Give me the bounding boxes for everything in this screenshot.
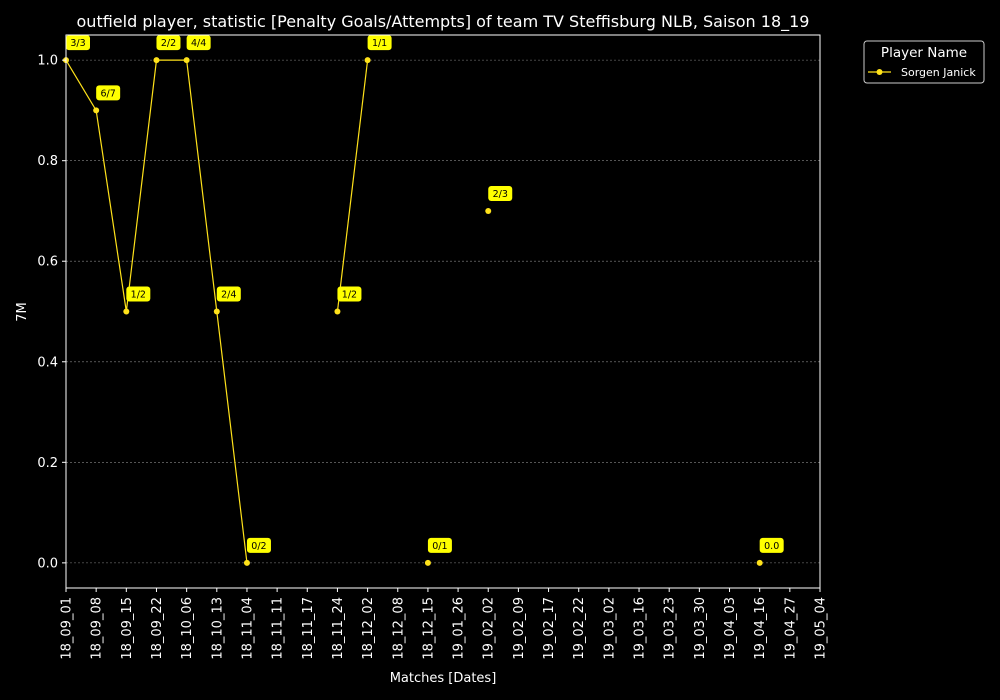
y-tick-label: 0.4 [37, 355, 58, 370]
data-label-box [759, 537, 784, 553]
data-label-box [246, 537, 271, 553]
x-tick-label: 19_03_02 [602, 597, 617, 660]
data-label: 0/2 [246, 537, 271, 553]
y-axis-label: 7M [15, 302, 30, 322]
x-tick-label: 18_12_08 [391, 597, 406, 660]
data-label-text: 6/7 [101, 88, 116, 99]
x-tick-label: 18_11_24 [331, 597, 346, 660]
x-tick-label: 18_09_01 [60, 597, 75, 660]
data-label-box [337, 286, 362, 302]
data-label-text: 0/2 [251, 541, 266, 552]
data-label: 3/3 [66, 35, 90, 51]
data-point [364, 57, 371, 64]
series-line [336, 60, 369, 312]
data-label: 0/1 [427, 537, 452, 553]
data-point [334, 308, 341, 315]
data-label-text: 0/1 [432, 541, 447, 552]
x-tick-label: 18_10_06 [180, 597, 195, 660]
data-label: 2/3 [488, 185, 513, 201]
legend-entry-label: Sorgen Janick [901, 66, 976, 79]
data-labels: 3/3 6/7 1/2 2/2 4/4 2/4 0/2 1/2 1/1 0/1 2/3 0.0 [66, 35, 784, 553]
data-label-text: 0.0 [764, 541, 779, 552]
data-point [756, 559, 763, 566]
x-tick-label: 19_05_04 [814, 597, 829, 660]
data-label-box [427, 537, 452, 553]
x-tick-label: 18_12_15 [421, 597, 436, 660]
data-label-box [488, 185, 513, 201]
legend-marker-swatch [876, 69, 883, 75]
x-tick-label: 18_09_15 [120, 597, 135, 660]
data-label: 2/4 [216, 286, 241, 302]
data-label: 2/2 [156, 35, 181, 51]
data-label: 4/4 [186, 35, 211, 51]
x-tick-label: 19_02_17 [542, 597, 557, 660]
legend-title: Player Name [881, 45, 967, 61]
data-label-text: 2/3 [493, 189, 508, 200]
x-tick-label: 19_01_26 [452, 597, 467, 660]
data-label-box [367, 35, 392, 51]
data-point [123, 308, 130, 315]
x-axis: 18_09_01 18_09_08 18_09_15 18_09_22 18_10_06… [60, 588, 829, 660]
x-tick-label: 18_12_02 [361, 597, 376, 660]
grid [66, 59, 820, 564]
x-tick-label: 19_03_30 [693, 597, 708, 660]
x-tick-label: 18_09_08 [90, 597, 105, 660]
x-tick-label: 18_11_11 [271, 597, 286, 660]
data-label-text: 1/1 [372, 38, 387, 49]
y-axis: 0.0 0.2 0.4 0.6 0.8 1.0 [37, 54, 66, 571]
data-label-box [156, 35, 181, 51]
data-point [485, 207, 492, 214]
x-tick-label: 19_02_22 [572, 597, 587, 660]
data-label: 1/1 [367, 35, 392, 51]
data-label-box [96, 85, 121, 101]
data-point [93, 107, 100, 114]
data-label-text: 1/2 [342, 290, 357, 301]
data-point [183, 57, 190, 64]
y-tick-label: 0.6 [37, 255, 58, 270]
series-line [65, 59, 248, 563]
x-tick-label: 18_11_04 [240, 597, 255, 660]
data-label: 6/7 [96, 85, 121, 101]
data-label-text: 3/3 [70, 38, 85, 49]
legend-box [863, 40, 985, 84]
x-axis-label: Matches [Dates] [390, 671, 497, 686]
data-label-box [66, 35, 90, 51]
x-tick-label: 18_11_17 [301, 597, 316, 660]
x-tick-label: 19_04_27 [783, 597, 798, 660]
data-label-text: 1/2 [131, 290, 146, 301]
legend: Player Name Sorgen Janick [863, 40, 985, 84]
data-label-box [216, 286, 241, 302]
y-tick-label: 0.2 [37, 456, 58, 471]
data-label-box [186, 35, 211, 51]
x-tick-label: 19_04_03 [723, 597, 738, 660]
data-label-text: 2/4 [221, 290, 236, 301]
y-tick-label: 1.0 [37, 54, 58, 69]
plot-frame [65, 34, 821, 589]
data-point [213, 308, 220, 315]
x-tick-label: 19_03_16 [633, 597, 648, 660]
data-point [153, 57, 160, 64]
data-label-text: 2/2 [161, 38, 176, 49]
data-label-box [126, 286, 151, 302]
x-tick-label: 19_02_09 [512, 597, 527, 660]
x-tick-label: 19_04_16 [753, 597, 768, 660]
y-tick-label: 0.8 [37, 154, 58, 169]
series-points [63, 57, 763, 566]
data-label: 1/2 [126, 286, 151, 302]
x-tick-label: 19_03_23 [663, 597, 678, 660]
x-tick-label: 18_09_22 [150, 597, 165, 660]
x-tick-label: 19_02_02 [482, 597, 497, 660]
data-point [424, 559, 431, 566]
data-point [243, 559, 250, 566]
x-tick-label: 18_10_13 [210, 597, 225, 660]
data-label: 1/2 [337, 286, 362, 302]
y-tick-label: 0.0 [37, 556, 58, 571]
data-label: 0.0 [759, 537, 784, 553]
chart-title: outfield player, statistic [Penalty Goal… [77, 12, 810, 32]
data-label-text: 4/4 [191, 38, 206, 49]
